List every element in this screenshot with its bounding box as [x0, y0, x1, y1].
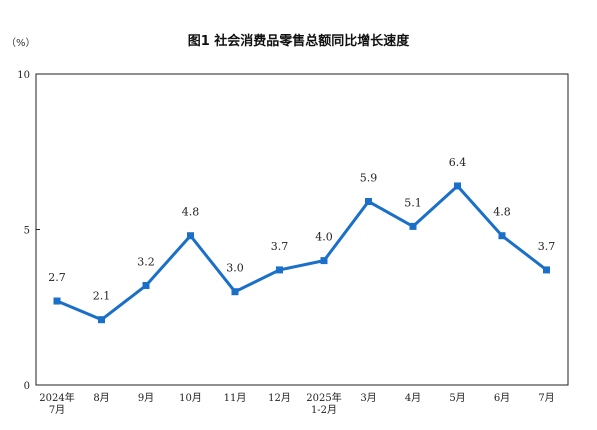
- data-point: [498, 232, 506, 240]
- x-tick-label: 6月: [494, 392, 510, 404]
- data-point: [543, 266, 550, 274]
- y-unit-label: （%）: [6, 38, 36, 49]
- data-point: [409, 222, 417, 230]
- data-point: [454, 182, 461, 190]
- x-tick-label: 5月: [449, 392, 465, 404]
- data-point: [231, 288, 239, 296]
- data-point: [187, 232, 194, 240]
- x-tick-label: 1-2月: [311, 404, 337, 416]
- data-label: 3.7: [538, 240, 556, 253]
- data-label: 3.7: [271, 240, 289, 253]
- x-tick-label: 9月: [138, 392, 154, 404]
- data-point: [142, 281, 150, 289]
- x-tick-label: 8月: [93, 392, 109, 404]
- data-label: 4.0: [315, 231, 333, 244]
- x-tick-label: 2025年: [306, 391, 341, 404]
- data-label: 2.1: [93, 290, 111, 303]
- data-point: [98, 316, 105, 324]
- series-line: [56, 183, 548, 322]
- data-label: 5.1: [404, 196, 422, 209]
- data-label: 4.8: [493, 206, 511, 219]
- x-tick-label: 10月: [179, 392, 202, 404]
- x-tick-label: 2024年: [39, 391, 74, 404]
- x-tick-label: 12月: [268, 392, 291, 404]
- x-tick-label: 7月: [49, 404, 65, 416]
- x-tick-label: 7月: [538, 392, 554, 404]
- data-label: 3.2: [137, 255, 155, 268]
- data-point: [320, 257, 328, 265]
- data-label: 6.4: [449, 156, 467, 169]
- x-tick-label: 4月: [405, 392, 421, 404]
- chart-title: 图1 社会消费品零售总额同比增长速度: [187, 34, 410, 49]
- data-label: 3.0: [226, 262, 244, 275]
- x-tick-label: 3月: [360, 392, 376, 404]
- data-label: 5.9: [360, 172, 378, 185]
- data-point: [365, 198, 372, 206]
- plot-area-frame: [35, 73, 569, 386]
- x-tick-label: 11月: [224, 392, 247, 404]
- y-tick-label: 5: [24, 226, 30, 237]
- data-label: 4.8: [182, 206, 200, 219]
- data-label: 2.7: [48, 271, 66, 284]
- data-point: [276, 266, 283, 274]
- y-tick-label: 0: [24, 381, 30, 392]
- y-tick-label: 10: [17, 70, 30, 81]
- data-point: [53, 297, 61, 305]
